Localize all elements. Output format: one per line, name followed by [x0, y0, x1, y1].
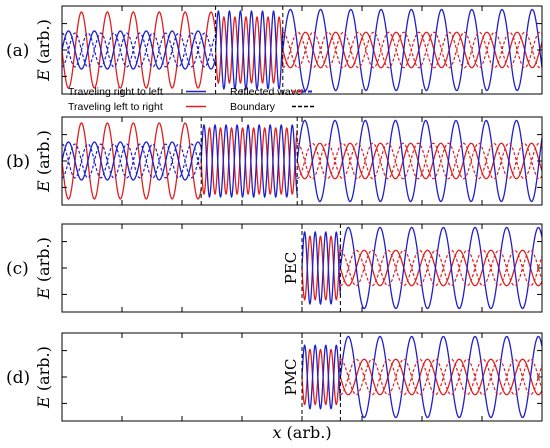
blue-wave-p0-r2 [282, 8, 543, 92]
y-axis-label-unit-1: (arb.) [34, 130, 53, 180]
reflected-wave-p1-r0-b [61, 143, 202, 179]
panel-3: (d)E (arb.) PMC [6, 332, 543, 422]
blue-wave-p1-r2 [296, 119, 543, 203]
blue-wave-p3-r1 [301, 344, 342, 410]
x-axis-label-unit: (arb.) [281, 423, 331, 442]
blue-wave-p0-r1 [214, 9, 284, 91]
panel-label-3: (d) [6, 368, 30, 388]
legend-label-reflected: Reflected wave [230, 86, 302, 98]
y-axis-label-symbol-0: E [34, 69, 53, 82]
reflected-wave-p2-r2-a [340, 249, 543, 287]
red-wave-p1-r1 [200, 126, 298, 196]
y-axis-label-0: E (arb.) [34, 19, 53, 82]
x-axis-label: x (arb.) [272, 423, 331, 442]
reflected-wave-p0-r0-b [61, 32, 217, 68]
panel-label-1: (b) [6, 152, 30, 172]
reflected-wave-p0-r2-a [282, 31, 543, 69]
panel-0: (a) E (arb.) [6, 5, 543, 95]
legend-label-left-to-right: Traveling left to right [68, 101, 163, 113]
red-wave-p0-r0 [61, 11, 217, 89]
y-axis-label-unit-3: (arb.) [34, 346, 53, 396]
x-axis-label-symbol: x [272, 423, 281, 442]
y-axis-label-1: E (arb.) [34, 130, 53, 193]
y-axis-label-unit-0: (arb.) [34, 19, 53, 69]
red-wave-p3-r2 [339, 358, 543, 396]
y-axis-label-2: E (arb.) [34, 237, 53, 300]
legend-label-boundary: Boundary [230, 101, 276, 113]
blue-wave-p2-r2 [339, 226, 543, 310]
blue-wave-p1-r1 [200, 123, 298, 199]
y-axis-label-symbol-3: E [34, 396, 53, 409]
y-axis-label-unit-2: (arb.) [34, 237, 53, 287]
reflected-wave-p0-r0-a [61, 32, 217, 68]
legend: Traveling right to left Traveling left t… [68, 86, 314, 113]
panel-2: (c) E (arb.) PEC [6, 223, 543, 313]
y-axis-label-symbol-1: E [34, 180, 53, 193]
boundary-text-3: PMC [282, 359, 300, 396]
red-wave-p1-r0 [61, 122, 202, 200]
panel-1: (b)E (arb.) [6, 116, 543, 206]
red-wave-p2-r2 [339, 249, 543, 287]
reflected-wave-p2-r2-b [340, 249, 543, 287]
blue-wave-p0-r0 [61, 30, 217, 70]
y-axis-label-3: E (arb.) [34, 346, 53, 409]
boundary-text-2: PEC [282, 252, 300, 285]
reflected-wave-p0-r2-b [282, 31, 543, 69]
y-axis-label-symbol-2: E [34, 287, 53, 300]
reflected-wave-p1-r0-a [61, 143, 202, 179]
panel-label-2: (c) [6, 259, 29, 279]
reflected-wave-p3-r2-a [340, 358, 543, 396]
blue-wave-p2-r1 [301, 230, 342, 306]
panels: (a)E (arb.)(b)E (arb.)(c)E (arb.) PEC(d)E… [6, 5, 543, 422]
red-wave-p1-r2 [296, 142, 543, 180]
reflected-wave-p3-r2-b [340, 358, 543, 396]
blue-wave-p3-r2 [339, 335, 543, 419]
red-wave-p0-r2 [282, 31, 543, 69]
legend-label-right-to-left: Traveling right to left [68, 86, 163, 98]
panel-label-0: (a) [6, 41, 29, 61]
